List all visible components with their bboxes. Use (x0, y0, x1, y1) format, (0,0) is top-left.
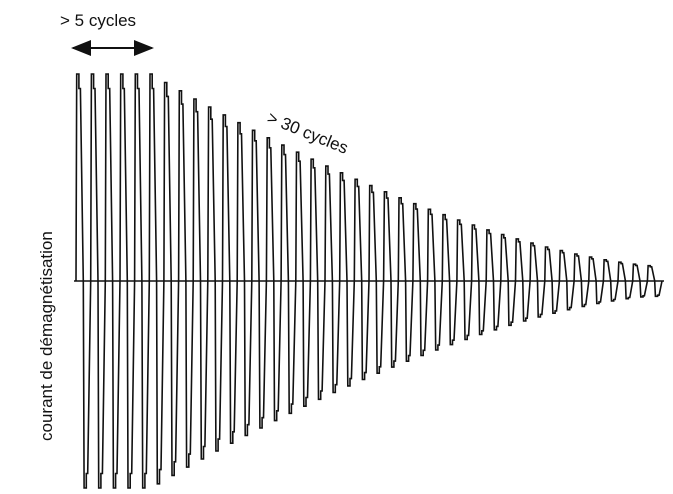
annotation-decay-cycles: > 30 cycles (265, 108, 351, 158)
annotation-steady-cycles: > 5 cycles (60, 11, 136, 30)
demagnetization-current-waveform (75, 73, 663, 489)
y-axis-label: courant de démagnétisation (37, 231, 56, 441)
